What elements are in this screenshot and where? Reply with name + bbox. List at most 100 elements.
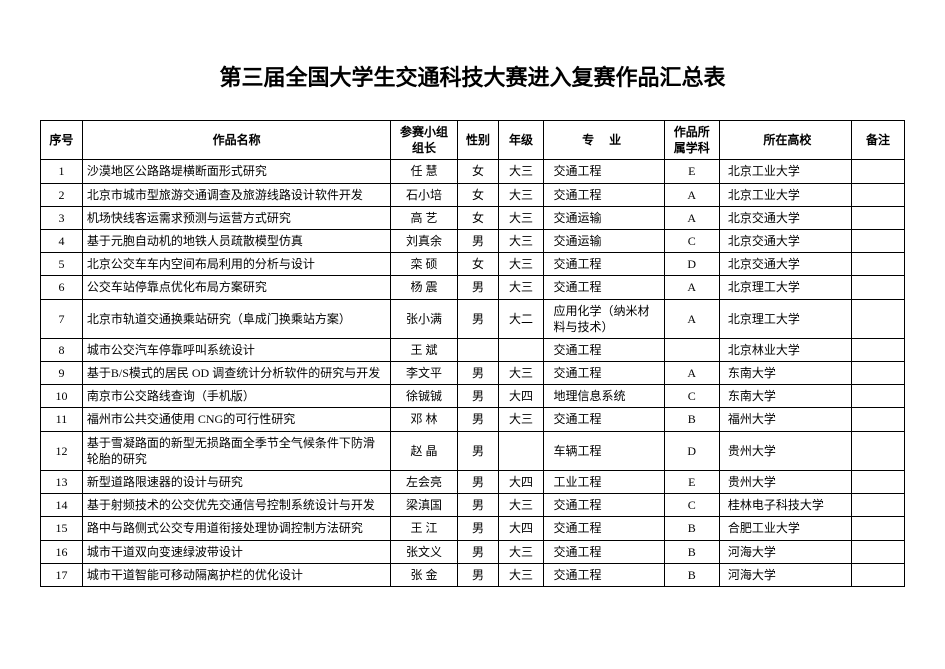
cell-name: 新型道路限速器的设计与研究 bbox=[82, 471, 391, 494]
cell-grade: 大三 bbox=[499, 563, 543, 586]
table-row: 17城市干道智能可移动隔离护栏的优化设计张 金男大三交通工程B河海大学 bbox=[41, 563, 905, 586]
cell-leader: 任 慧 bbox=[391, 160, 457, 183]
cell-grade: 大三 bbox=[499, 253, 543, 276]
cell-grade: 大三 bbox=[499, 362, 543, 385]
cell-note bbox=[852, 471, 905, 494]
cell-note bbox=[852, 253, 905, 276]
cell-name: 路中与路侧式公交专用道衔接处理协调控制方法研究 bbox=[82, 517, 391, 540]
col-major: 专 业 bbox=[543, 121, 664, 160]
cell-grade: 大三 bbox=[499, 183, 543, 206]
cell-id: 13 bbox=[41, 471, 83, 494]
cell-sex: 男 bbox=[457, 494, 499, 517]
cell-university: 东南大学 bbox=[719, 385, 851, 408]
col-leader: 参赛小组组长 bbox=[391, 121, 457, 160]
cell-university: 东南大学 bbox=[719, 362, 851, 385]
col-sex: 性别 bbox=[457, 121, 499, 160]
cell-id: 15 bbox=[41, 517, 83, 540]
table-row: 5北京公交车车内空间布局利用的分析与设计栾 硕女大三交通工程D北京交通大学 bbox=[41, 253, 905, 276]
cell-name: 基于雪凝路面的新型无损路面全季节全气候条件下防滑轮胎的研究 bbox=[82, 431, 391, 470]
cell-note bbox=[852, 183, 905, 206]
table-row: 15路中与路侧式公交专用道衔接处理协调控制方法研究王 江男大四交通工程B合肥工业… bbox=[41, 517, 905, 540]
cell-university: 桂林电子科技大学 bbox=[719, 494, 851, 517]
cell-name: 机场快线客运需求预测与运营方式研究 bbox=[82, 206, 391, 229]
cell-university: 贵州大学 bbox=[719, 431, 851, 470]
cell-university: 北京工业大学 bbox=[719, 183, 851, 206]
cell-major: 地理信息系统 bbox=[543, 385, 664, 408]
cell-subject: C bbox=[664, 229, 719, 252]
cell-note bbox=[852, 494, 905, 517]
cell-note bbox=[852, 540, 905, 563]
cell-leader: 邓 林 bbox=[391, 408, 457, 431]
cell-subject: B bbox=[664, 408, 719, 431]
cell-id: 9 bbox=[41, 362, 83, 385]
cell-grade: 大四 bbox=[499, 517, 543, 540]
cell-note bbox=[852, 362, 905, 385]
cell-name: 基于射频技术的公交优先交通信号控制系统设计与开发 bbox=[82, 494, 391, 517]
cell-note bbox=[852, 299, 905, 338]
cell-university: 福州大学 bbox=[719, 408, 851, 431]
cell-note bbox=[852, 160, 905, 183]
cell-major: 工业工程 bbox=[543, 471, 664, 494]
cell-id: 17 bbox=[41, 563, 83, 586]
table-row: 12基于雪凝路面的新型无损路面全季节全气候条件下防滑轮胎的研究赵 晶男车辆工程D… bbox=[41, 431, 905, 470]
cell-leader: 李文平 bbox=[391, 362, 457, 385]
cell-major: 交通工程 bbox=[543, 276, 664, 299]
cell-subject: B bbox=[664, 540, 719, 563]
cell-subject: E bbox=[664, 160, 719, 183]
cell-id: 16 bbox=[41, 540, 83, 563]
page-title: 第三届全国大学生交通科技大赛进入复赛作品汇总表 bbox=[40, 60, 905, 92]
cell-name: 南京市公交路线查询（手机版） bbox=[82, 385, 391, 408]
cell-subject: C bbox=[664, 494, 719, 517]
cell-id: 14 bbox=[41, 494, 83, 517]
cell-subject: D bbox=[664, 431, 719, 470]
cell-sex: 男 bbox=[457, 471, 499, 494]
col-university: 所在高校 bbox=[719, 121, 851, 160]
table-row: 7北京市轨道交通换乘站研究（阜成门换乘站方案）张小满男大二应用化学（纳米材料与技… bbox=[41, 299, 905, 338]
cell-university: 河海大学 bbox=[719, 563, 851, 586]
cell-major: 交通工程 bbox=[543, 183, 664, 206]
cell-leader: 王 斌 bbox=[391, 338, 457, 361]
cell-subject: A bbox=[664, 206, 719, 229]
cell-major: 交通工程 bbox=[543, 338, 664, 361]
cell-sex: 女 bbox=[457, 183, 499, 206]
cell-id: 1 bbox=[41, 160, 83, 183]
cell-grade: 大三 bbox=[499, 160, 543, 183]
cell-grade bbox=[499, 338, 543, 361]
cell-id: 5 bbox=[41, 253, 83, 276]
cell-name: 基于元胞自动机的地铁人员疏散模型仿真 bbox=[82, 229, 391, 252]
cell-name: 城市公交汽车停靠呼叫系统设计 bbox=[82, 338, 391, 361]
table-header-row: 序号 作品名称 参赛小组组长 性别 年级 专 业 作品所属学科 所在高校 备注 bbox=[41, 121, 905, 160]
cell-subject: A bbox=[664, 276, 719, 299]
cell-note bbox=[852, 276, 905, 299]
cell-name: 北京市城市型旅游交通调查及旅游线路设计软件开发 bbox=[82, 183, 391, 206]
cell-sex: 男 bbox=[457, 563, 499, 586]
cell-sex: 男 bbox=[457, 431, 499, 470]
cell-subject: B bbox=[664, 563, 719, 586]
cell-sex: 男 bbox=[457, 408, 499, 431]
cell-subject: A bbox=[664, 183, 719, 206]
cell-note bbox=[852, 229, 905, 252]
cell-sex: 男 bbox=[457, 385, 499, 408]
cell-note bbox=[852, 206, 905, 229]
cell-note bbox=[852, 408, 905, 431]
cell-university: 河海大学 bbox=[719, 540, 851, 563]
table-row: 6公交车站停靠点优化布局方案研究杨 震男大三交通工程A北京理工大学 bbox=[41, 276, 905, 299]
cell-grade: 大三 bbox=[499, 408, 543, 431]
cell-id: 7 bbox=[41, 299, 83, 338]
cell-university: 北京交通大学 bbox=[719, 229, 851, 252]
cell-major: 车辆工程 bbox=[543, 431, 664, 470]
cell-subject: B bbox=[664, 517, 719, 540]
cell-id: 4 bbox=[41, 229, 83, 252]
cell-grade: 大四 bbox=[499, 471, 543, 494]
cell-note bbox=[852, 338, 905, 361]
cell-leader: 杨 震 bbox=[391, 276, 457, 299]
table-row: 14基于射频技术的公交优先交通信号控制系统设计与开发梁滇国男大三交通工程C桂林电… bbox=[41, 494, 905, 517]
cell-subject: D bbox=[664, 253, 719, 276]
cell-grade: 大四 bbox=[499, 385, 543, 408]
col-grade: 年级 bbox=[499, 121, 543, 160]
cell-leader: 梁滇国 bbox=[391, 494, 457, 517]
cell-university: 合肥工业大学 bbox=[719, 517, 851, 540]
cell-leader: 左会亮 bbox=[391, 471, 457, 494]
table-row: 10南京市公交路线查询（手机版）徐铖铖男大四地理信息系统C东南大学 bbox=[41, 385, 905, 408]
cell-name: 城市干道双向变速绿波带设计 bbox=[82, 540, 391, 563]
